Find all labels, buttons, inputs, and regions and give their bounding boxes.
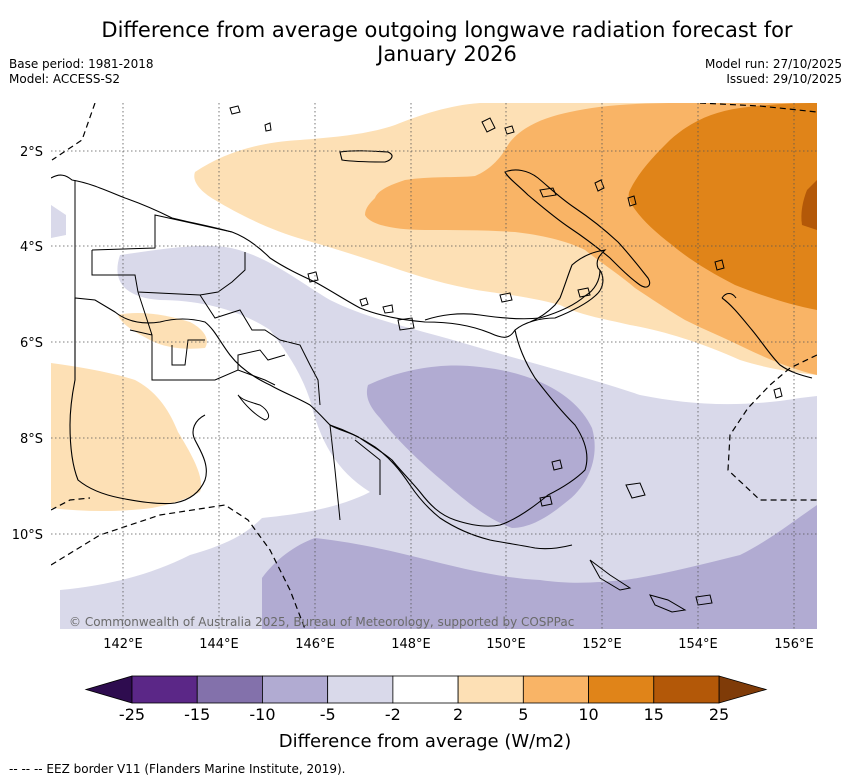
new-britain-coast xyxy=(424,269,601,321)
colorbar-swatch xyxy=(327,675,394,704)
colorbar-swatch xyxy=(457,675,524,704)
colorbar-label: Difference from average (W/m2) xyxy=(279,731,571,752)
provincial-borders xyxy=(74,180,381,521)
lon-labels: 142°E 144°E 146°E 148°E 150°E 152°E 154°… xyxy=(103,637,814,652)
coastlines xyxy=(51,150,813,550)
anomaly-region-plus10 xyxy=(628,103,817,310)
lat-label: 2°S xyxy=(20,145,43,160)
meta-right: Model run: 27/10/2025 Issued: 29/10/2025 xyxy=(705,57,842,87)
colorbar-swatch xyxy=(262,675,329,704)
colorbar-tick-label: -15 xyxy=(184,705,210,724)
colorbar-swatch xyxy=(131,675,198,704)
colorbar-tick-label: -10 xyxy=(249,705,275,724)
copyright-text: © Commonwealth of Australia 2025, Bureau… xyxy=(69,615,574,629)
colorbar-tick-label: 10 xyxy=(578,705,598,724)
colorbar-tick-label: -2 xyxy=(385,705,401,724)
lat-label: 4°S xyxy=(20,240,43,255)
colorbar-extend-low xyxy=(84,675,133,704)
colorbar-tick-label: 5 xyxy=(518,705,528,724)
lon-label: 156°E xyxy=(774,637,814,652)
anomaly-region-plus15 xyxy=(801,180,817,230)
colorbar-tick-label: 15 xyxy=(644,705,664,724)
lon-label: 146°E xyxy=(295,637,335,652)
lon-label: 154°E xyxy=(678,637,718,652)
anomaly-region-plus2-west xyxy=(51,363,202,511)
colorbar-swatch xyxy=(196,675,263,704)
lat-label: 6°S xyxy=(20,336,43,351)
lat-label: 10°S xyxy=(12,528,43,543)
lon-label: 142°E xyxy=(103,637,143,652)
colorbar-tick-label: 2 xyxy=(453,705,463,724)
lon-label: 152°E xyxy=(582,637,622,652)
anomaly-region-minus10-center xyxy=(366,365,595,528)
colorbar-swatch xyxy=(522,675,589,704)
anomaly-region-minus5-west xyxy=(51,205,66,238)
issued-date: Issued: 29/10/2025 xyxy=(726,72,842,86)
colorbar-swatch xyxy=(588,675,655,704)
bougainville-coast xyxy=(721,292,813,379)
colorbar-extend-high xyxy=(718,675,768,704)
model-name: Model: ACCESS-S2 xyxy=(9,72,121,86)
title-line-1: Difference from average outgoing longwav… xyxy=(101,18,793,42)
colorbar-ticks: -25 -15 -10 -5 -2 2 5 10 15 25 xyxy=(119,705,729,724)
model-run: Model run: 27/10/2025 xyxy=(704,57,842,71)
lon-label: 144°E xyxy=(199,637,239,652)
manus-coast xyxy=(339,150,393,163)
papuan-peninsula-coast xyxy=(329,424,573,550)
colorbar-tick-label: 25 xyxy=(709,705,729,724)
eez-footnote: -- -- -- EEZ border V11 (Flanders Marine… xyxy=(9,762,346,776)
meta-left: Base period: 1981-2018 Model: ACCESS-S2 xyxy=(9,57,154,87)
lon-label: 148°E xyxy=(391,637,431,652)
colorbar-swatches xyxy=(84,675,768,704)
lon-label: 150°E xyxy=(486,637,526,652)
anomaly-region-minus10-south xyxy=(262,505,817,629)
title-line-2: January 2026 xyxy=(377,42,517,66)
lat-labels: 2°S 4°S 6°S 8°S 10°S xyxy=(12,145,43,543)
base-period: Base period: 1981-2018 xyxy=(9,57,154,71)
anomaly-field xyxy=(51,103,817,629)
eez-borders xyxy=(51,103,817,629)
lat-label: 8°S xyxy=(20,432,43,447)
colorbar-swatch xyxy=(653,675,720,704)
new-guinea-coast xyxy=(51,174,607,527)
colorbar-swatch xyxy=(392,675,459,704)
colorbar-tick-label: -5 xyxy=(320,705,336,724)
map-title: Difference from average outgoing longwav… xyxy=(80,18,814,66)
colorbar-tick-label: -25 xyxy=(119,705,145,724)
